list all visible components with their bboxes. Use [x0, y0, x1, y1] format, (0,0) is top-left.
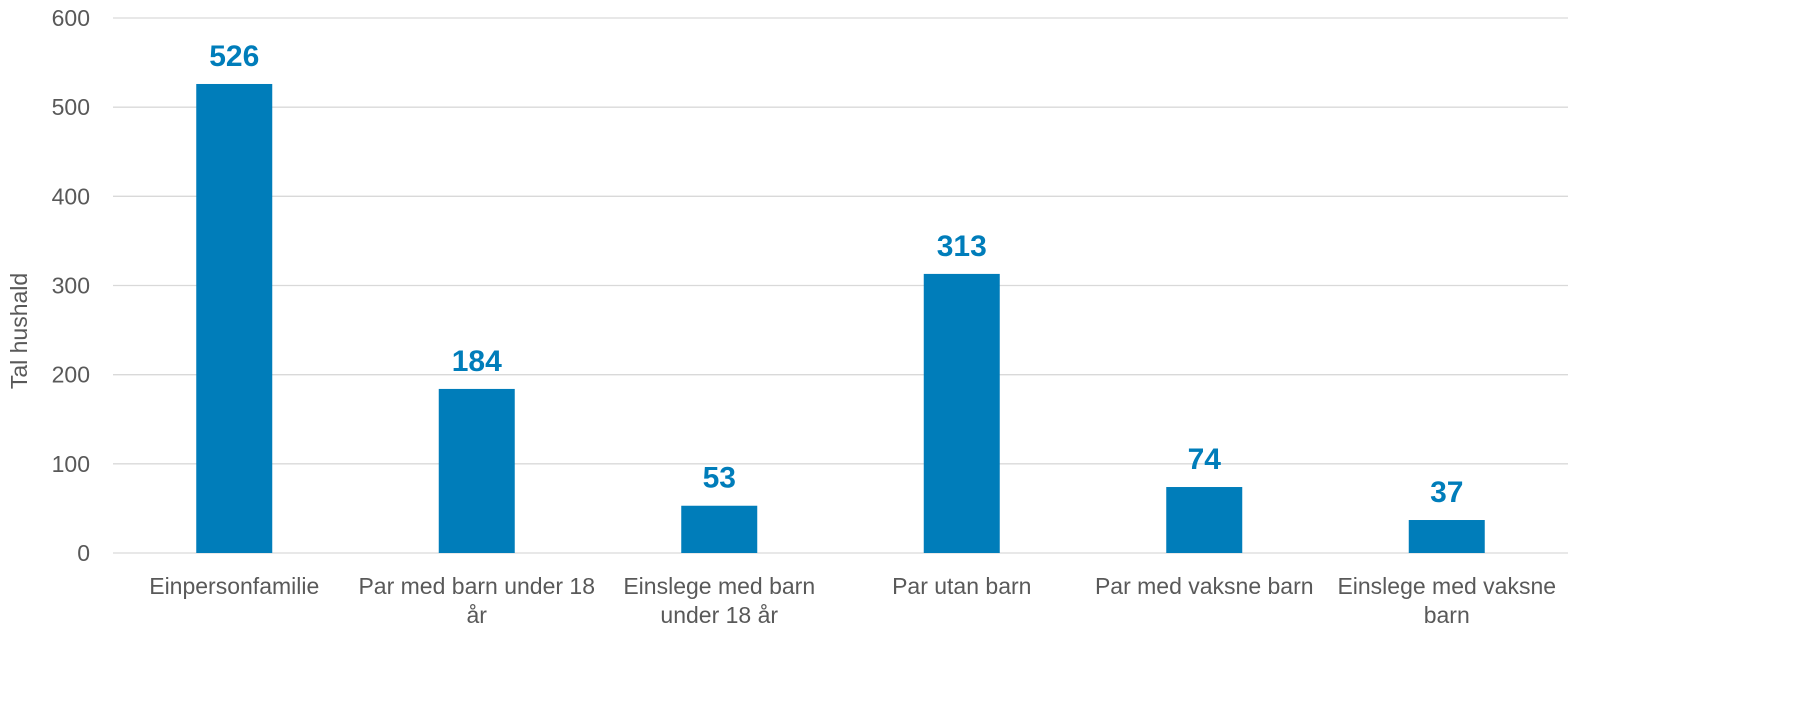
- data-label: 74: [1188, 443, 1222, 476]
- y-tick-label: 100: [52, 451, 90, 477]
- data-label: 184: [452, 345, 502, 378]
- bars: [196, 83, 1485, 553]
- data-label: 53: [703, 462, 736, 495]
- y-tick-label: 400: [52, 183, 90, 209]
- x-category-label-line: Einslege med barn: [623, 573, 815, 599]
- x-category-label: Einpersonfamilie: [149, 573, 319, 599]
- data-label: 37: [1430, 476, 1463, 509]
- x-category-label: Par utan barn: [892, 573, 1031, 599]
- x-category-label-line: Par med vaksne barn: [1095, 573, 1314, 599]
- bar: [438, 388, 515, 553]
- x-axis-categories: Einpersonfamilie Par med barn under 18 år E…: [149, 573, 1556, 628]
- x-category-label: Einslege med vaksne barn: [1337, 573, 1556, 628]
- bar: [923, 273, 1000, 553]
- bar: [1166, 487, 1243, 553]
- y-tick-label: 600: [52, 5, 90, 31]
- bar: [681, 505, 758, 553]
- gridlines: [113, 17, 1568, 554]
- y-tick-label: 0: [77, 540, 90, 566]
- y-axis-ticks: 0 100 200 300 400 500 600: [52, 5, 90, 566]
- x-category-label: Par med barn under 18 år: [358, 573, 595, 628]
- x-category-label-line: under 18 år: [660, 602, 778, 628]
- x-category-label-line: Einslege med vaksne: [1337, 573, 1556, 599]
- x-category-label-line: Par utan barn: [892, 573, 1031, 599]
- y-tick-label: 300: [52, 273, 90, 299]
- data-label: 526: [209, 40, 259, 73]
- data-labels: 526 184 53 313 74 37: [209, 40, 1463, 509]
- y-axis-title: Tal hushald: [6, 273, 32, 389]
- bar: [1408, 520, 1485, 553]
- x-category-label: Par med vaksne barn: [1095, 573, 1314, 599]
- x-category-label-line: barn: [1424, 602, 1470, 628]
- bar: [196, 83, 273, 553]
- x-category-label-line: Einpersonfamilie: [149, 573, 319, 599]
- x-category-label-line: Par med barn under 18: [358, 573, 595, 599]
- y-tick-label: 500: [52, 94, 90, 120]
- data-label: 313: [937, 230, 987, 263]
- x-category-label-line: år: [467, 602, 488, 628]
- y-tick-label: 200: [52, 362, 90, 388]
- x-category-label: Einslege med barn under 18 år: [623, 573, 815, 628]
